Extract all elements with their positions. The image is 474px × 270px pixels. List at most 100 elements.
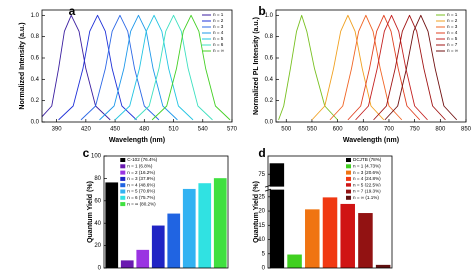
y-axis-title: Quantum Yield (%) xyxy=(87,181,94,243)
x-tick-label: 480 xyxy=(139,127,150,133)
y-tick-label: 0.8 xyxy=(31,34,40,40)
legend-swatch xyxy=(346,164,351,169)
legend-label: n = 5 (22.5%) xyxy=(353,182,381,187)
x-tick-label: 550 xyxy=(307,127,318,133)
x-tick-label: 850 xyxy=(461,127,472,133)
legend-label: n = 4 xyxy=(213,30,224,35)
line-series xyxy=(355,14,428,121)
legend-swatch xyxy=(120,164,126,169)
y-tick-label: 0 xyxy=(262,266,266,270)
legend-label: n = 4 (24.8%) xyxy=(353,176,381,181)
bar xyxy=(105,182,119,268)
y-axis-title: Normalized PL Intensity (a.u.) xyxy=(253,17,260,115)
plot-frame xyxy=(275,9,467,123)
y-tick-label: 10 xyxy=(258,237,265,243)
y-tick-label: 0.0 xyxy=(31,120,40,126)
line-series xyxy=(311,14,385,121)
legend-swatch xyxy=(120,183,126,188)
line-series xyxy=(329,14,403,121)
y-axis-title: Quantum Yield (%) xyxy=(253,181,260,243)
line-series xyxy=(151,14,231,121)
legend-label: n = 6 (75.7%) xyxy=(127,195,155,200)
legend-label: n = 1 (6.8%) xyxy=(127,164,153,169)
x-tick-label: 750 xyxy=(410,127,421,133)
legend-swatch xyxy=(346,158,351,162)
plot-frame xyxy=(103,155,229,269)
y-tick-label: 80 xyxy=(94,176,101,182)
y-tick-label: 5 xyxy=(262,251,266,257)
x-tick-label: 500 xyxy=(281,127,292,133)
y-tick-label: 75 xyxy=(258,172,265,178)
panel-label: b xyxy=(258,4,265,18)
x-tick-label: 600 xyxy=(333,127,344,133)
y-tick-label: 0.4 xyxy=(265,77,274,83)
line-series xyxy=(99,14,178,121)
legend-label: n = 5 xyxy=(447,36,458,41)
bar xyxy=(182,188,196,268)
bar xyxy=(269,163,285,268)
x-tick-label: 570 xyxy=(227,127,238,133)
legend-label: n = 5 xyxy=(213,36,224,41)
x-tick-label: 650 xyxy=(358,127,369,133)
x-axis-title: Wavelength (nm) xyxy=(109,137,165,144)
x-tick-label: 450 xyxy=(110,127,121,133)
plot-frame xyxy=(41,9,233,123)
y-axis-title: Normalized Intensity (a.u.) xyxy=(19,22,26,109)
legend-label: C-102 (76.4%) xyxy=(127,157,157,162)
legend-label: n = ∞ (80.2%) xyxy=(127,201,156,206)
line-series xyxy=(278,14,338,121)
legend-label: n = 6 xyxy=(213,42,224,47)
line-series xyxy=(41,14,111,121)
x-tick-label: 700 xyxy=(384,127,395,133)
bar xyxy=(322,197,338,268)
x-tick-label: 390 xyxy=(52,127,63,133)
y-tick-label: 0.6 xyxy=(265,56,274,62)
legend-label: n = 3 (20.6%) xyxy=(353,170,381,175)
y-tick-label: 20 xyxy=(258,209,265,215)
y-tick-label: 1.0 xyxy=(265,13,274,19)
panel-label: d xyxy=(258,146,265,160)
legend-label: n = 3 xyxy=(447,24,458,29)
bar xyxy=(213,178,227,268)
bar xyxy=(151,225,165,268)
legend-label: n = 5 (70.6%) xyxy=(127,189,155,194)
legend-swatch xyxy=(346,183,351,188)
legend-label: n = 2 xyxy=(213,18,224,23)
bar xyxy=(287,254,302,268)
y-tick-label: 0.4 xyxy=(31,77,40,83)
legend-swatch xyxy=(120,189,126,194)
y-tick-label: 40 xyxy=(94,221,101,227)
legend-swatch xyxy=(120,202,126,207)
legend-label: n = ∞ xyxy=(447,48,458,53)
line-series xyxy=(114,14,194,121)
bar xyxy=(120,260,134,268)
line-series xyxy=(384,14,458,121)
x-tick-label: 420 xyxy=(81,127,92,133)
y-tick-label: 0 xyxy=(98,266,102,270)
bar xyxy=(340,203,355,268)
legend-label: n = 4 (48.6%) xyxy=(127,182,155,187)
line-series xyxy=(80,14,160,121)
y-tick-label: 0.6 xyxy=(31,56,40,62)
x-axis-title: Wavelength (nm) xyxy=(343,137,399,144)
legend-label: n = ∞ xyxy=(213,48,224,53)
legend-label: DCJTB (78%) xyxy=(353,157,382,162)
legend-label: n = 3 xyxy=(213,24,224,29)
legend-swatch xyxy=(346,176,351,181)
y-tick-label: 1.0 xyxy=(31,13,40,19)
legend-label: n = 2 (16.2%) xyxy=(127,170,155,175)
y-tick-label: 20 xyxy=(94,243,101,249)
bar xyxy=(305,209,320,268)
bar xyxy=(375,264,391,268)
bar xyxy=(358,213,373,268)
y-tick-label: 15 xyxy=(258,223,265,229)
legend-label: n = 2 xyxy=(447,18,458,23)
y-tick-label: 0.8 xyxy=(265,34,274,40)
legend-label: n = 4 xyxy=(447,30,458,35)
legend-label: n = ∞ (1.1%) xyxy=(353,195,379,200)
line-series xyxy=(134,14,213,121)
y-tick-label: 0.2 xyxy=(265,98,274,104)
legend-swatch xyxy=(346,189,351,194)
panel-label: c xyxy=(83,146,90,160)
